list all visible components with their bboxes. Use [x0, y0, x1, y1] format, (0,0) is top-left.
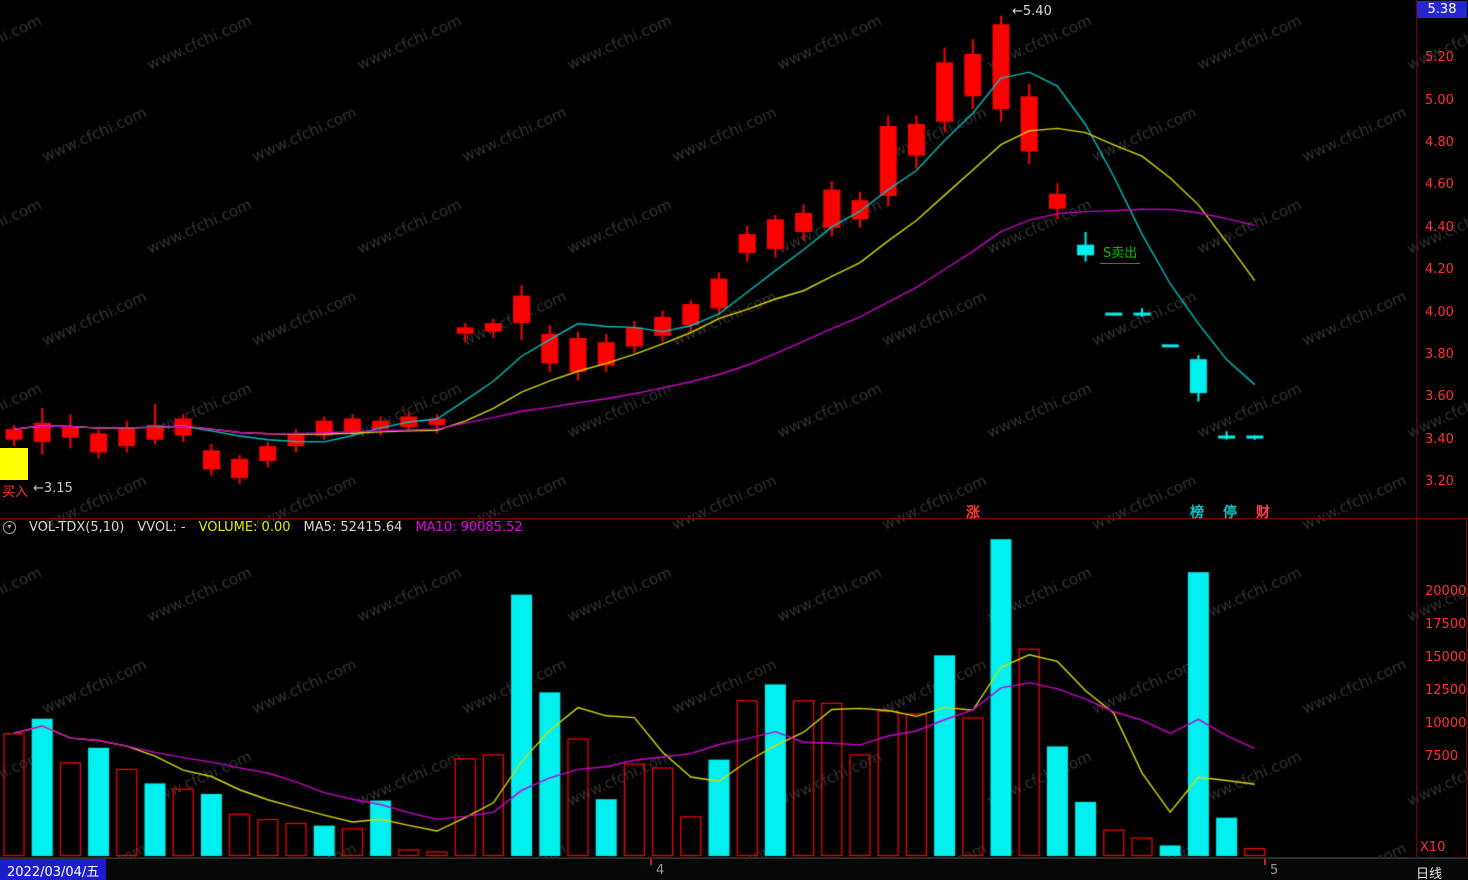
- volume-axis-multiplier: X10: [1420, 840, 1446, 855]
- ticker-item-limit[interactable]: 停: [1223, 505, 1237, 521]
- month-tick-mark: [650, 859, 652, 865]
- panel-divider-line: [0, 518, 1468, 519]
- month-label-4: 4: [656, 863, 665, 878]
- volume-indicator-header: ▾ VOL-TDX(5,10) VVOL: - VOLUME: 0.00 MA5…: [3, 519, 523, 535]
- price-axis-max-tag: 5.38: [1417, 1, 1467, 18]
- axis-border-line: [1416, 0, 1417, 858]
- month-label-5: 5: [1270, 863, 1279, 878]
- sell-signal-label: S卖出: [1100, 242, 1141, 264]
- volume-panel-right-border: [1466, 518, 1467, 858]
- ticker-item-rise[interactable]: 涨: [966, 505, 980, 521]
- buy-highlight-marker: [0, 448, 28, 480]
- period-label[interactable]: 日线: [1416, 867, 1443, 880]
- indicator-name[interactable]: VOL-TDX(5,10): [29, 519, 125, 535]
- ma10-value: MA10: 90085.52: [415, 519, 523, 535]
- peak-price-annotation: ←5.40: [1012, 4, 1052, 19]
- month-tick-mark: [1264, 859, 1266, 865]
- ma5-value: MA5: 52415.64: [303, 519, 403, 535]
- indicator-toggle-icon[interactable]: ▾: [3, 520, 16, 534]
- buy-signal-label: 买入: [2, 485, 29, 500]
- ticker-item-rank[interactable]: 榜: [1190, 505, 1204, 521]
- status-bar: 2022/03/04/五 4 5 日线: [0, 858, 1468, 880]
- volume-panel-bottom-border: [0, 857, 1468, 858]
- ticker-item-finance[interactable]: 财: [1256, 505, 1270, 521]
- volume-value: VOLUME: 0.00: [198, 519, 291, 535]
- vvol-value: VVOL: -: [137, 519, 186, 535]
- date-label: 2022/03/04/五: [0, 859, 107, 880]
- buy-price-annotation: ←3.15: [33, 481, 73, 496]
